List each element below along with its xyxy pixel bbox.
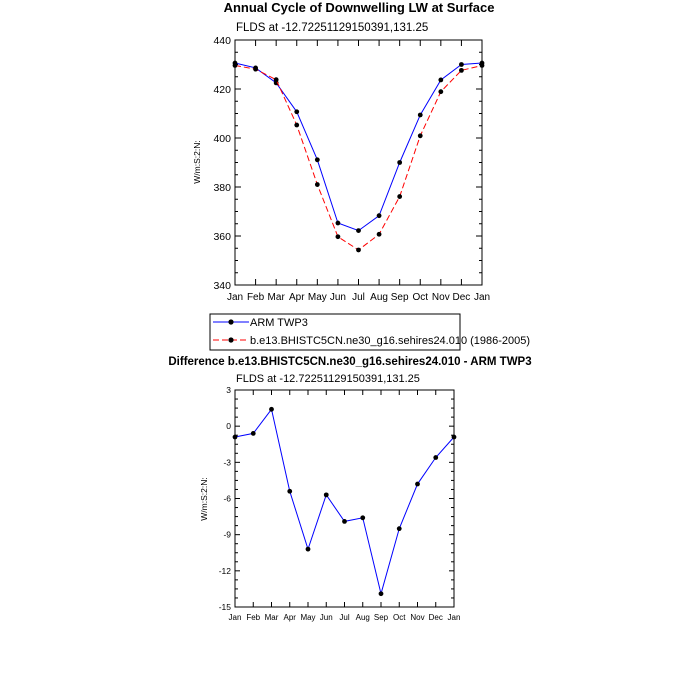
data-point — [294, 109, 300, 115]
x-tick-label: Sep — [391, 292, 409, 303]
x-tick-label: May — [300, 613, 315, 622]
data-point — [397, 160, 403, 165]
y-tick-label: 360 — [213, 231, 231, 243]
y-tick-label: 420 — [213, 84, 231, 96]
plot-frame — [234, 389, 455, 608]
data-point — [335, 234, 341, 240]
annual-cycle-chart: Annual Cycle of Downwelling LW at Surfac… — [192, 0, 494, 303]
plot-area: -15 -12 -9 -6 -3 0 3 Jan Feb Mar Apr May Jun Jul Aug Se… — [219, 385, 461, 622]
data-point — [479, 63, 485, 68]
data-point — [396, 526, 402, 532]
y-tick-label: 400 — [213, 133, 231, 145]
x-tick-label: Apr — [289, 292, 305, 303]
data-point — [342, 519, 347, 524]
legend-label-model: b.e13.BHISTC5CN.ne30_g16.sehires24.010 (… — [250, 335, 530, 347]
data-point — [250, 431, 256, 436]
data-point — [294, 122, 300, 128]
y-tick-label: 380 — [213, 182, 231, 194]
x-tick-label: Jan — [229, 613, 242, 622]
data-point — [376, 213, 382, 219]
data-point — [305, 546, 311, 552]
y-axis-label: W/m:S:2:N: — [192, 140, 202, 183]
chart-subtitle: FLDS at -12.72251129150391,131.25 — [236, 373, 420, 385]
y-tick-label: 440 — [213, 35, 231, 47]
y-tick-label: -12 — [219, 566, 232, 576]
data-point — [438, 77, 444, 83]
data-point — [273, 77, 279, 83]
y-tick-label: -3 — [223, 457, 231, 467]
data-point — [232, 63, 238, 68]
y-axis-label: W/m:S:2:N: — [199, 477, 209, 520]
data-point — [287, 488, 293, 494]
x-tick-label: Feb — [246, 613, 260, 622]
chart-title: Difference b.e13.BHISTC5CN.ne30_g16.sehi… — [168, 356, 531, 368]
y-tick-label: 0 — [226, 421, 231, 431]
legend-marker-arm-twp3 — [228, 319, 234, 325]
data-point — [378, 591, 384, 597]
difference-chart: Difference b.e13.BHISTC5CN.ne30_g16.sehi… — [168, 356, 531, 622]
data-point — [451, 434, 457, 440]
data-point — [417, 112, 423, 118]
series-line-1 — [234, 64, 483, 251]
y-tick-label: 340 — [213, 280, 231, 292]
y-tick-label: -6 — [223, 494, 231, 504]
x-tick-label: Aug — [370, 292, 388, 303]
data-point — [269, 406, 274, 412]
x-tick-label: Feb — [247, 292, 265, 303]
x-tick-label: Oct — [412, 292, 428, 303]
data-point — [323, 492, 329, 498]
data-point — [360, 515, 366, 521]
y-tick-label: 3 — [226, 385, 231, 395]
x-tick-label: Jun — [320, 613, 333, 622]
data-point — [253, 66, 258, 72]
data-point — [438, 89, 444, 95]
x-tick-label: May — [308, 292, 327, 303]
x-tick-label: Mar — [265, 613, 279, 622]
x-tick-label: Nov — [410, 613, 424, 622]
data-point — [397, 194, 403, 199]
data-point — [335, 220, 341, 226]
x-tick-label: Jan — [227, 292, 243, 303]
y-tick-label: -9 — [223, 530, 231, 540]
x-tick-label: Dec — [453, 292, 471, 303]
series-line-0 — [234, 62, 483, 232]
x-tick-label: Mar — [268, 292, 286, 303]
series-line-0 — [234, 408, 455, 596]
data-point — [356, 247, 361, 253]
x-tick-label: Jan — [474, 292, 490, 303]
chart-subtitle: FLDS at -12.72251129150391,131.25 — [236, 22, 428, 34]
legend: ARM TWP3 b.e13.BHISTC5CN.ne30_g16.sehire… — [209, 313, 530, 351]
data-point — [356, 228, 361, 234]
x-tick-label: Jul — [352, 292, 365, 303]
x-tick-label: Jul — [339, 613, 349, 622]
legend-marker-model — [228, 337, 234, 343]
data-point — [232, 434, 238, 440]
x-tick-label: Oct — [393, 613, 406, 622]
y-tick-label: -15 — [219, 602, 232, 612]
x-tick-label: Jun — [330, 292, 346, 303]
x-tick-label: Sep — [374, 613, 389, 622]
data-point — [314, 182, 320, 187]
data-point — [415, 481, 420, 487]
data-point — [314, 157, 320, 163]
data-point — [376, 231, 382, 237]
chart-title: Annual Cycle of Downwelling LW at Surfac… — [224, 0, 495, 15]
x-tick-label: Nov — [432, 292, 450, 303]
data-point — [459, 67, 464, 73]
x-tick-label: Dec — [429, 613, 443, 622]
x-tick-label: Aug — [356, 613, 370, 622]
plot-area: 340 360 380 400 420 440 Jan Feb Mar Apr May Jun Jul A… — [213, 35, 490, 303]
x-tick-label: Apr — [284, 613, 297, 622]
legend-box — [209, 313, 461, 351]
data-point — [459, 62, 464, 67]
legend-label-arm-twp3: ARM TWP3 — [250, 317, 308, 329]
data-point — [417, 133, 423, 139]
data-point — [433, 455, 439, 460]
x-tick-label: Jan — [448, 613, 461, 622]
